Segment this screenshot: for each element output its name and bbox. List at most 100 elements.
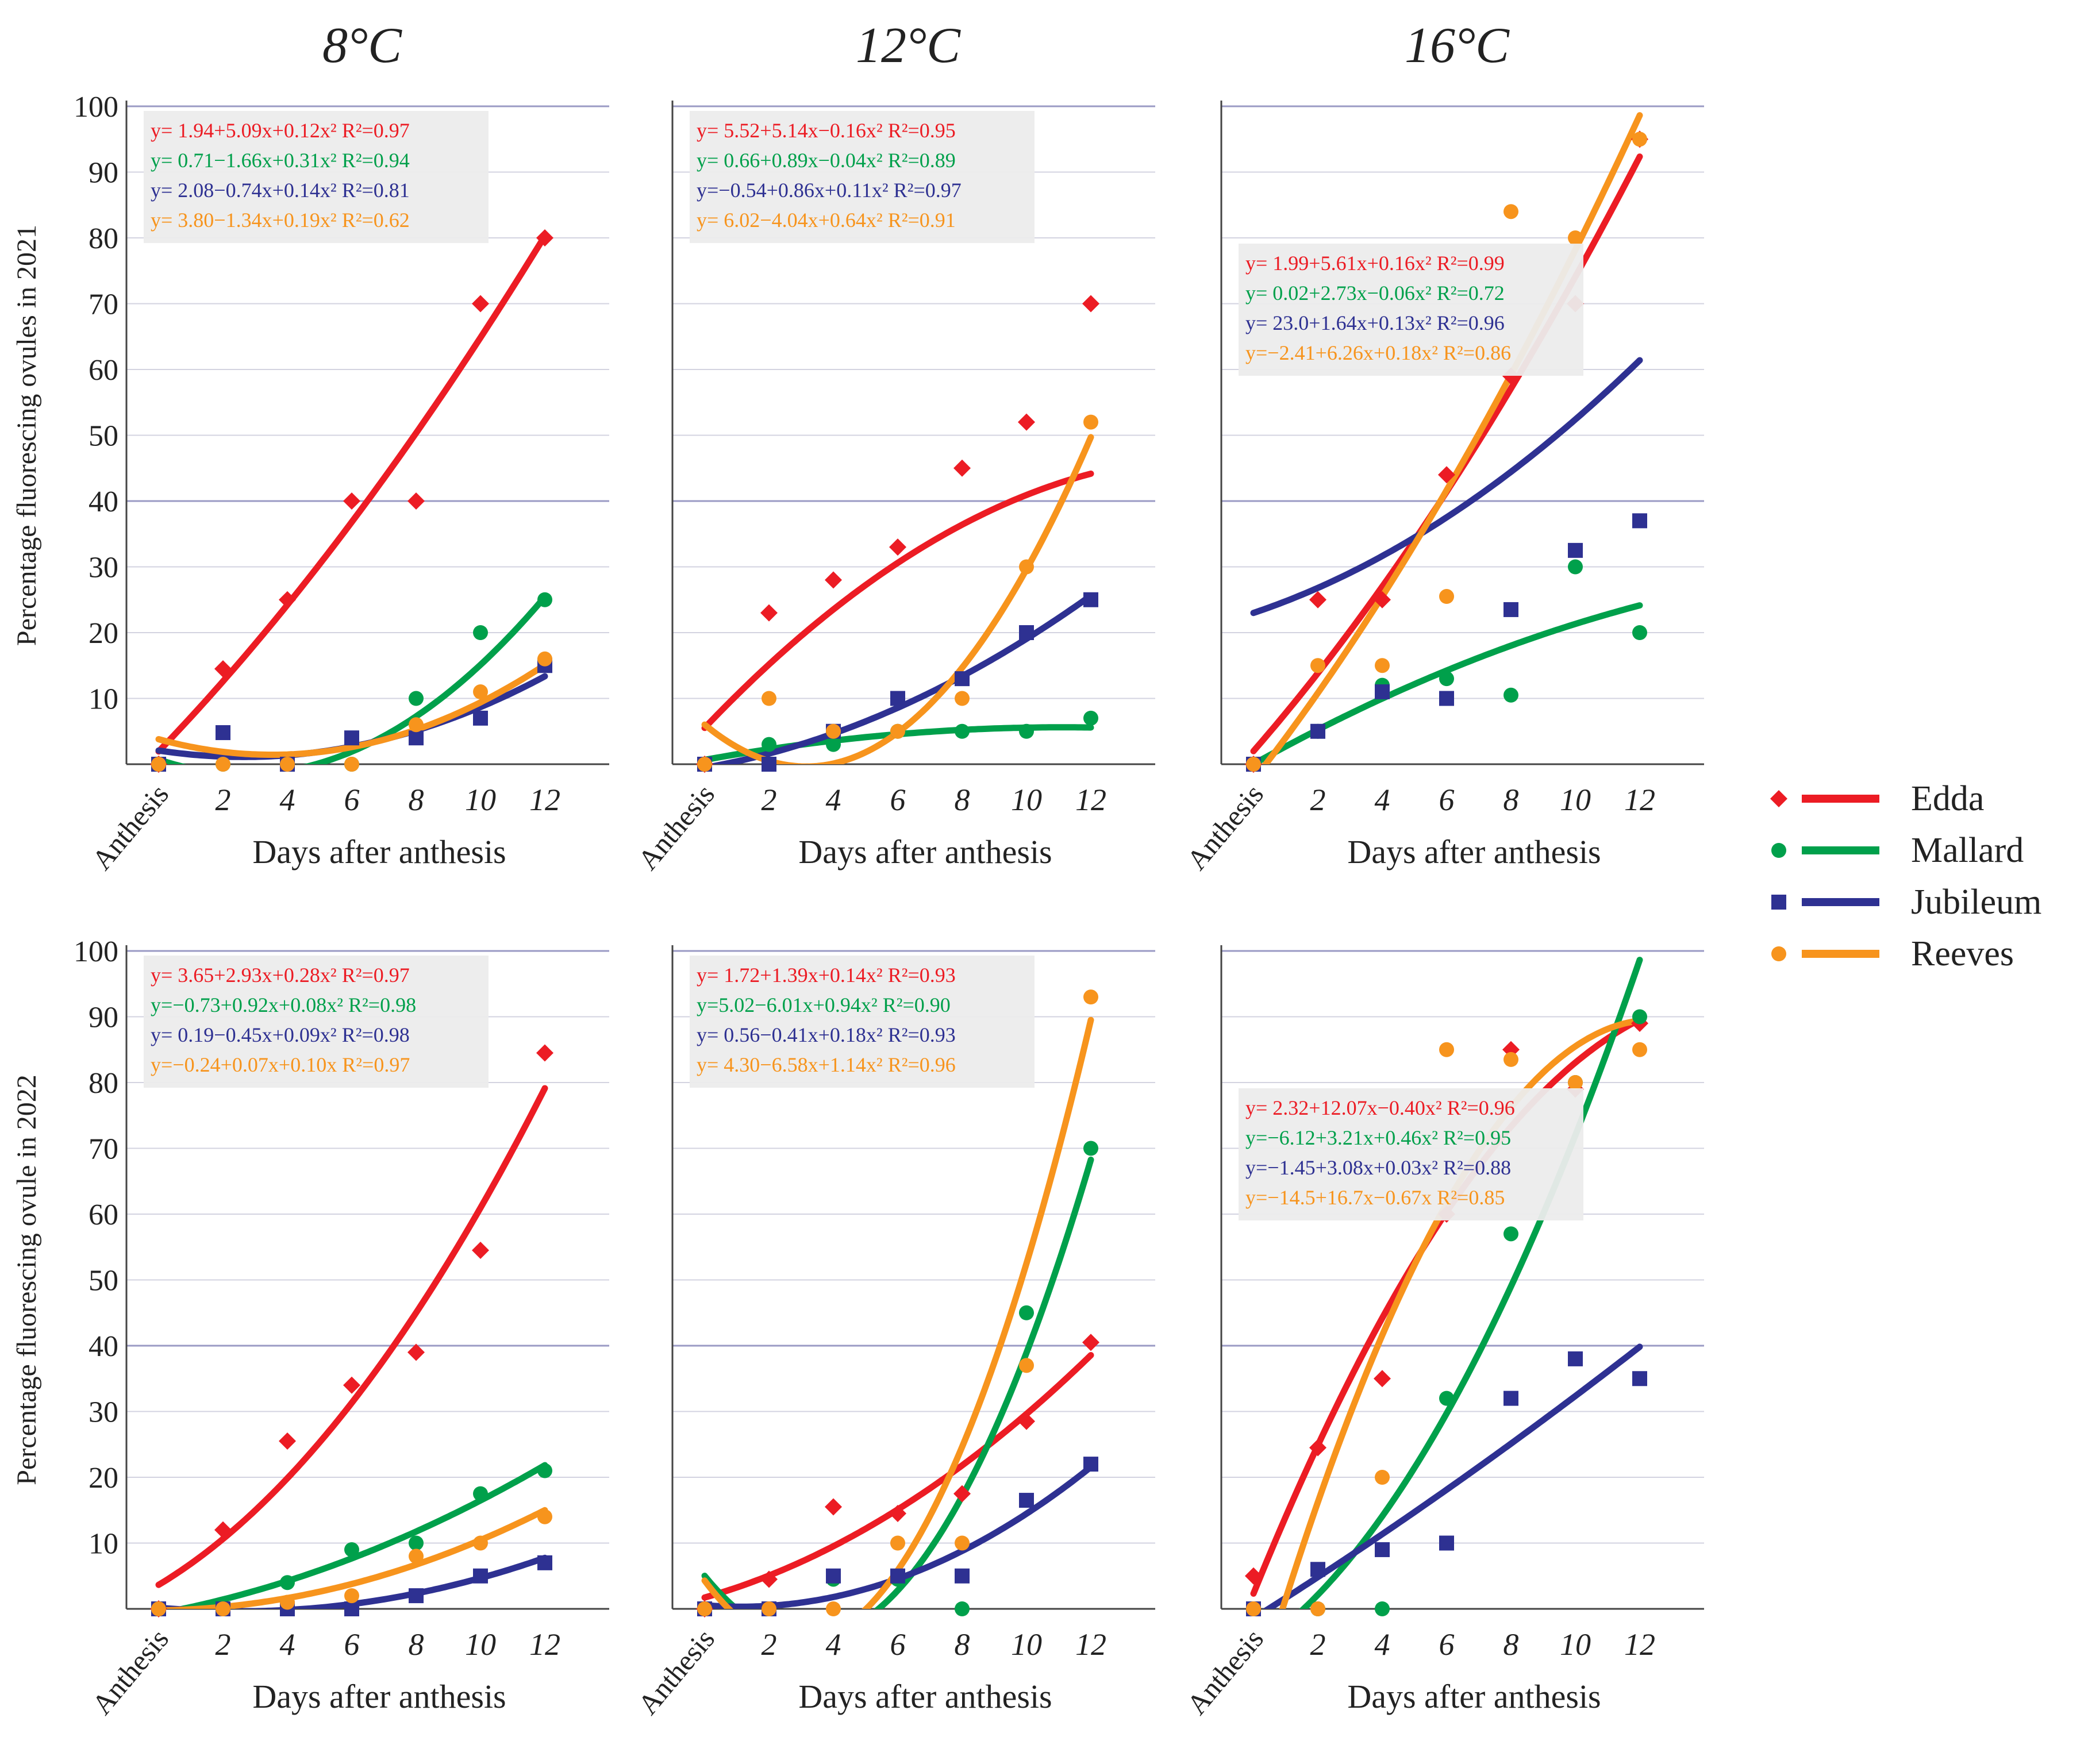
equation-edda: y= 1.99+5.61x+0.16x² R²=0.99 [1245,252,1505,275]
fit-line-mallard [701,1156,1094,1609]
data-point-jubileum [955,1568,970,1584]
data-point-edda [407,1343,425,1361]
x-axis-title: Days after anthesis [798,833,1052,871]
x-tick-label: 8 [409,1627,424,1662]
data-point-reeves [1246,757,1261,772]
data-point-edda [953,1485,971,1503]
data-point-reeves [1310,1601,1325,1616]
chart-panel: Anthesis 2 4 6 8 10 12 Days after anthesis y= 1.… [1180,101,1704,876]
data-point-jubileum [1310,723,1325,739]
data-point-reeves [1568,230,1583,245]
x-tick-label: 6 [344,1627,360,1662]
data-point-reeves [1632,132,1647,147]
data-point-jubileum [1375,684,1390,700]
data-point-reeves [344,757,359,772]
x-tick-label: 2 [216,1627,231,1662]
x-tick-label: 10 [1011,783,1042,817]
data-point-reeves [1632,1042,1647,1057]
data-point-edda [1018,1412,1035,1430]
x-tick-label: 10 [465,783,496,817]
x-axis-title: Days after anthesis [1347,833,1601,871]
data-point-edda [472,295,489,313]
x-tick-label: Anthesis [632,1623,721,1720]
data-point-jubileum [826,1568,841,1584]
x-tick-label: 10 [1011,1627,1042,1662]
x-tick-label: 2 [216,783,231,817]
data-point-edda [279,1432,296,1450]
y-tick-label: 20 [89,617,118,650]
y-tick-label: 20 [89,1462,118,1495]
data-point-reeves [1568,1075,1583,1090]
data-point-mallard [1503,687,1518,703]
x-tick-label: 6 [890,783,906,817]
data-point-jubileum [1568,542,1583,558]
equation-reeves: y=−2.41+6.26x+0.18x² R²=0.86 [1245,341,1511,364]
y-tick-label: 10 [89,683,118,716]
data-point-edda [1438,466,1455,484]
equations-box [690,111,1035,243]
y-tick-label: 50 [89,420,118,453]
data-point-reeves [955,691,970,706]
y-tick-label: 70 [89,1133,118,1166]
data-point-edda [1374,1370,1391,1388]
data-point-jubileum [762,757,776,772]
y-tick-label: 50 [89,1265,118,1297]
x-tick-label: 6 [890,1627,906,1662]
data-point-reeves [890,723,905,739]
data-point-reeves [280,757,295,772]
y-tick-label: 80 [89,222,118,255]
data-point-reeves [1375,658,1390,673]
x-tick-label: 12 [1624,783,1655,817]
fit-line-edda [155,1085,548,1588]
data-point-edda [472,1241,489,1259]
x-axis-title: Days after anthesis [1347,1678,1601,1715]
x-axis-title: Days after anthesis [252,833,506,871]
data-point-mallard [1632,1009,1647,1024]
y-tick-label: 80 [89,1067,118,1100]
chart-panel: 10 20 30 40 50 60 70 80 90 100 Percentage fluoresc… [11,935,609,1720]
data-point-mallard [1083,710,1098,726]
data-point-reeves [1083,989,1098,1005]
data-point-reeves [151,757,166,772]
data-point-jubileum [537,1555,552,1570]
x-tick-label: 8 [955,783,970,817]
x-tick-label: 12 [1075,783,1106,817]
equation-edda: y= 5.52+5.14x−0.16x² R²=0.95 [697,119,956,142]
data-point-edda [1374,591,1391,608]
fit-line-jubileum [1250,357,1643,617]
y-tick-label: 60 [89,1199,118,1231]
legend-marker [1770,790,1787,807]
data-point-mallard [280,1575,295,1590]
data-point-mallard [344,1542,359,1557]
data-point-edda [953,459,971,477]
x-tick-label: 12 [1075,1627,1106,1662]
x-tick-label: 8 [1503,783,1519,817]
equation-edda: y= 3.65+2.93x+0.28x² R²=0.97 [151,964,410,987]
x-tick-label: 2 [1310,1627,1326,1662]
data-point-jubileum [1375,1542,1390,1557]
y-tick-label: 30 [89,1396,118,1429]
chart-panel: Anthesis 2 4 6 8 10 12 Days after anthesis y= 1.… [632,945,1155,1720]
equation-jubileum: y= 0.56−0.41x+0.18x² R²=0.93 [697,1023,956,1046]
data-point-jubileum [1503,1391,1518,1406]
data-point-reeves [697,1601,712,1616]
x-tick-label: 4 [826,1627,841,1662]
data-point-edda [825,1498,842,1516]
x-tick-label: 4 [1375,1627,1390,1662]
data-point-edda [1309,591,1326,608]
data-point-reeves [1083,414,1098,430]
x-tick-label: Anthesis [632,778,721,876]
y-axis-title: Percentage fluorescing ovules in 2021 [11,225,42,646]
x-tick-label: 10 [465,1627,496,1662]
data-point-jubileum [409,730,424,746]
data-point-reeves [473,684,488,700]
data-point-mallard [537,592,552,607]
column-title: 12°C [856,18,961,74]
data-point-reeves [762,691,776,706]
x-tick-label: Anthesis [1180,1623,1270,1720]
column-title: 16°C [1405,18,1510,74]
data-point-reeves [344,1588,359,1604]
data-point-edda [214,1521,232,1539]
data-point-mallard [1019,1305,1034,1320]
data-point-edda [536,229,553,247]
